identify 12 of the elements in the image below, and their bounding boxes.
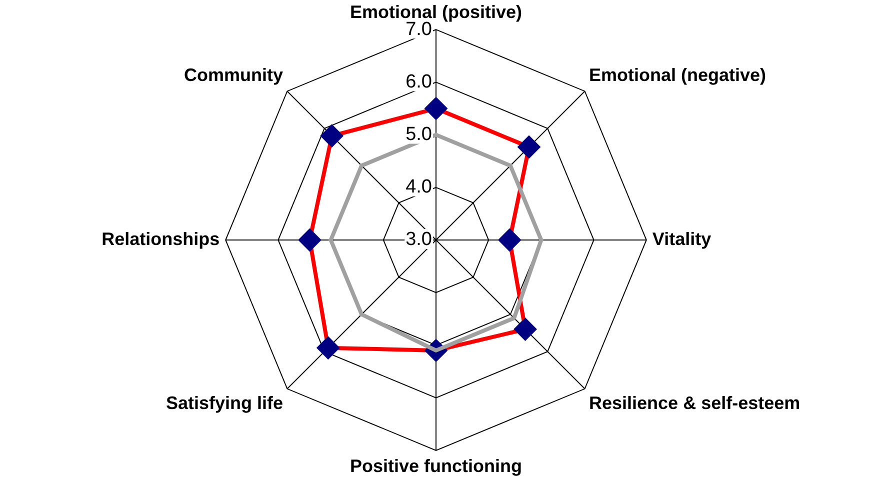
y-tick-label: 7.0	[406, 18, 432, 40]
spoke-label: Emotional (negative)	[589, 65, 766, 86]
spoke-label: Community	[184, 65, 283, 86]
y-tick-label: 3.0	[406, 229, 432, 250]
spoke-label: Resilience & self-esteem	[589, 392, 800, 413]
y-tick-label: 4.0	[406, 176, 432, 198]
spoke-label: Satisfying life	[166, 392, 283, 413]
y-tick-label: 6.0	[406, 71, 432, 92]
spoke-label: Positive functioning	[350, 456, 522, 476]
spoke-label: Vitality	[652, 228, 712, 249]
spoke-label: Relationships	[102, 228, 220, 249]
y-tick-label: 5.0	[406, 124, 432, 146]
